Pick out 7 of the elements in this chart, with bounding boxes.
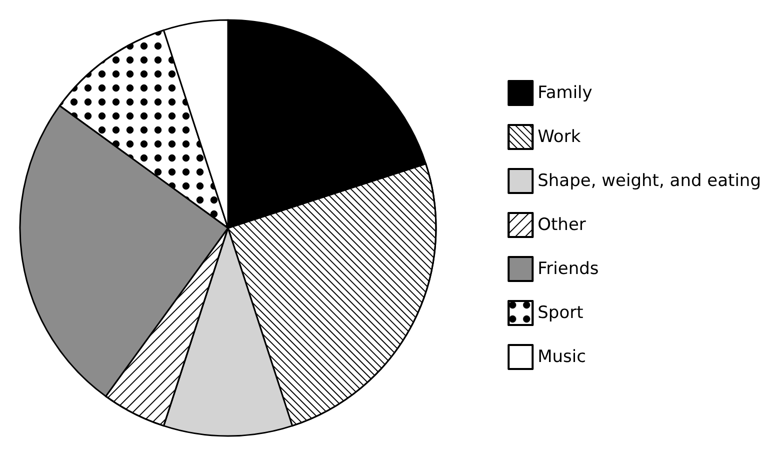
legend-label: Work xyxy=(538,127,581,147)
legend-label: Sport xyxy=(538,303,584,323)
legend-label: Music xyxy=(538,347,586,367)
legend-label: Family xyxy=(538,83,592,103)
legend-label: Friends xyxy=(538,259,599,279)
legend-label: Shape, weight, and eating xyxy=(538,171,762,191)
legend-label: Other xyxy=(538,215,586,235)
